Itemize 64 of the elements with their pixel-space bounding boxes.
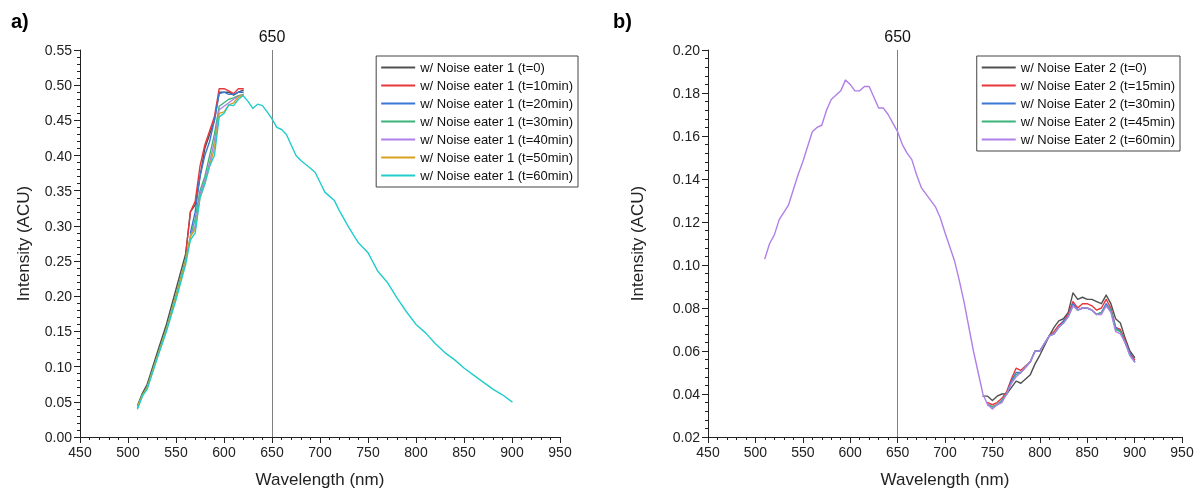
legend-label: w/ Noise eater 1 (t=20min) [419,96,574,111]
x-tick-label: 850 [452,444,476,460]
x-tick-label: 550 [164,444,188,460]
y-tick-label: 0.14 [672,171,701,187]
legend-label: w/ Noise Eater 2 (t=0) [1019,60,1147,75]
x-tick-label: 500 [743,444,768,460]
x-tick-label: 900 [1122,444,1147,460]
y-tick-label: 0.45 [44,112,73,129]
y-tick-label: 0.10 [44,358,73,375]
x-tick-label: 900 [500,444,524,460]
x-tick-label: 850 [1075,444,1100,460]
x-tick-label: 950 [1170,444,1194,460]
y-tick-label: 0.35 [44,182,73,199]
y-tick-label: 0.18 [672,85,701,101]
x-tick-label: 650 [885,444,910,460]
x-tick-label: 600 [838,444,863,460]
x-tick-label: 750 [356,444,380,460]
y-tick-label: 0.20 [672,42,701,58]
y-axis-title: Intensity (ACU) [628,185,647,302]
y-tick-label: 0.06 [672,343,701,359]
x-tick-label: 600 [212,444,236,460]
y-tick-label: 0.30 [44,217,73,234]
legend-label: w/ Noise eater 1 (t=40min) [419,132,574,147]
legend-label: w/ Noise Eater 2 (t=15min) [1019,78,1176,93]
y-tick-label: 0.40 [44,147,73,164]
legend-label: w/ Noise Eater 2 (t=45min) [1019,114,1176,129]
chart-title: b) [613,10,632,32]
y-tick-label: 0.04 [672,386,701,402]
ref-line-label: 650 [884,27,912,45]
x-axis-title: Wavelength (nm) [255,470,385,489]
y-axis-title: Intensity (ACU) [14,185,33,302]
legend-label: w/ Noise eater 1 (t=30min) [419,114,574,129]
legend-label: w/ Noise eater 1 (t=10min) [419,78,574,93]
x-tick-label: 700 [933,444,957,460]
x-tick-label: 550 [791,444,815,460]
x-tick-label: 450 [68,444,92,460]
x-tick-label: 700 [308,444,332,460]
y-tick-label: 0.20 [44,288,73,305]
x-tick-label: 750 [980,444,1005,460]
legend-label: w/ Noise eater 1 (t=60min) [419,168,574,183]
legend-label: w/ Noise eater 1 (t=0) [419,60,545,75]
y-tick-label: 0.25 [44,253,73,270]
legend-label: w/ Noise eater 1 (t=50min) [419,150,574,165]
x-tick-label: 800 [404,444,428,460]
x-tick-label: 950 [548,444,572,460]
x-axis-title: Wavelength (nm) [880,470,1010,489]
legend-label: w/ Noise Eater 2 (t=30min) [1019,96,1176,111]
y-tick-label: 0.50 [44,77,73,94]
y-tick-label: 0.12 [672,214,701,230]
x-tick-label: 650 [260,444,284,460]
x-tick-label: 450 [696,444,720,460]
chart-title: a) [11,10,29,32]
y-tick-label: 0.10 [672,257,701,273]
x-tick-label: 800 [1028,444,1052,460]
y-tick-label: 0.00 [44,429,73,445]
y-tick-label: 0.16 [672,128,701,144]
ref-line-label: 650 [258,27,286,45]
y-tick-label: 0.02 [672,429,701,445]
y-tick-label: 0.05 [44,393,73,410]
legend-label: w/ Noise Eater 2 (t=60min) [1019,132,1176,147]
y-tick-label: 0.15 [44,323,73,340]
y-tick-label: 0.55 [44,42,73,58]
x-tick-label: 500 [116,444,140,460]
y-tick-label: 0.08 [672,300,701,316]
